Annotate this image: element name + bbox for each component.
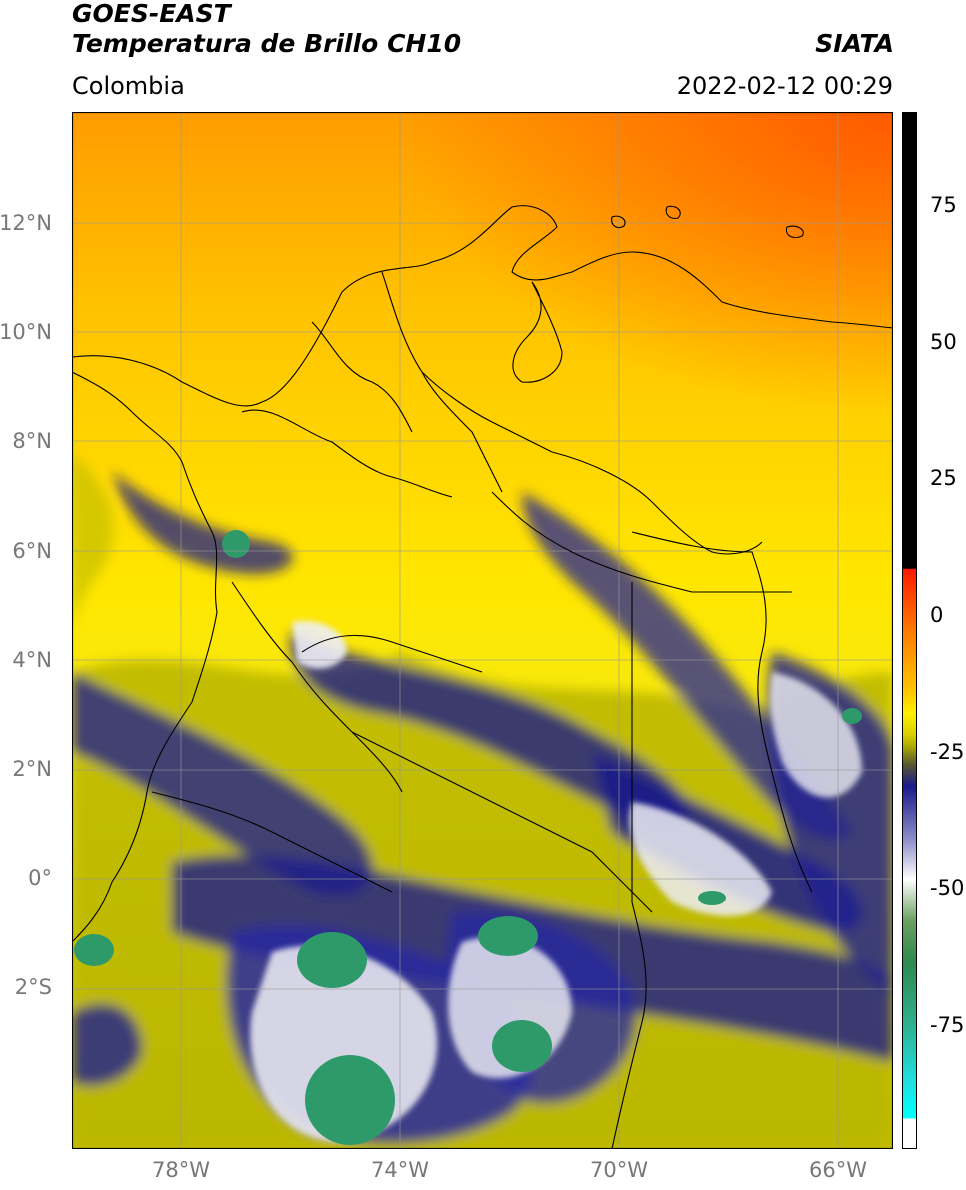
coastlines-and-borders xyxy=(72,205,893,1149)
lat-label: 8°N xyxy=(12,429,52,453)
colorbar-tick: -25 xyxy=(930,740,965,764)
brightness-temperature-map xyxy=(72,112,893,1149)
lon-label: 66°W xyxy=(809,1158,867,1182)
country-border-east xyxy=(611,531,813,1149)
colorbar-tick: 75 xyxy=(930,193,957,217)
lat-label: 0° xyxy=(28,866,52,890)
island-aruba xyxy=(611,215,626,229)
island-curacao xyxy=(665,205,681,219)
colorbar-tick: 50 xyxy=(930,330,957,354)
satellite-title: GOES-EAST xyxy=(72,0,231,28)
pacific-coast xyxy=(72,371,218,943)
lon-label: 74°W xyxy=(371,1158,429,1182)
lat-label: 12°N xyxy=(0,211,52,235)
graticule xyxy=(72,112,893,1149)
lat-label: 6°N xyxy=(12,539,52,563)
product-title: Temperatura de Brillo CH10 xyxy=(72,29,462,58)
colorbar xyxy=(902,112,917,1149)
region-label: Colombia xyxy=(72,72,185,100)
lat-label: 10°N xyxy=(0,320,52,344)
lon-label: 70°W xyxy=(590,1158,648,1182)
colorbar-tick: -50 xyxy=(930,876,965,900)
dept-borders xyxy=(151,271,792,913)
map-frame xyxy=(72,112,893,1149)
colorbar-tick: -75 xyxy=(930,1013,965,1037)
island-trinidad xyxy=(785,225,804,239)
agency-label: SIATA xyxy=(815,29,894,58)
colorbar-frame xyxy=(902,112,917,1149)
lat-label: 4°N xyxy=(12,648,52,672)
caribbean-coast xyxy=(72,205,893,407)
cold-cloud-tops xyxy=(250,621,862,1142)
coldest-cores xyxy=(74,530,862,1145)
datetime-label: 2022-02-12 00:29 xyxy=(676,72,893,100)
lat-label: 2°S xyxy=(14,975,52,999)
lake-maracaibo xyxy=(512,281,563,383)
colorbar-tick: 0 xyxy=(930,603,944,627)
lat-label: 2°N xyxy=(12,757,52,781)
colorbar-tick: 25 xyxy=(930,466,957,490)
lon-label: 78°W xyxy=(152,1158,210,1182)
colorbar-fill xyxy=(902,112,917,1149)
